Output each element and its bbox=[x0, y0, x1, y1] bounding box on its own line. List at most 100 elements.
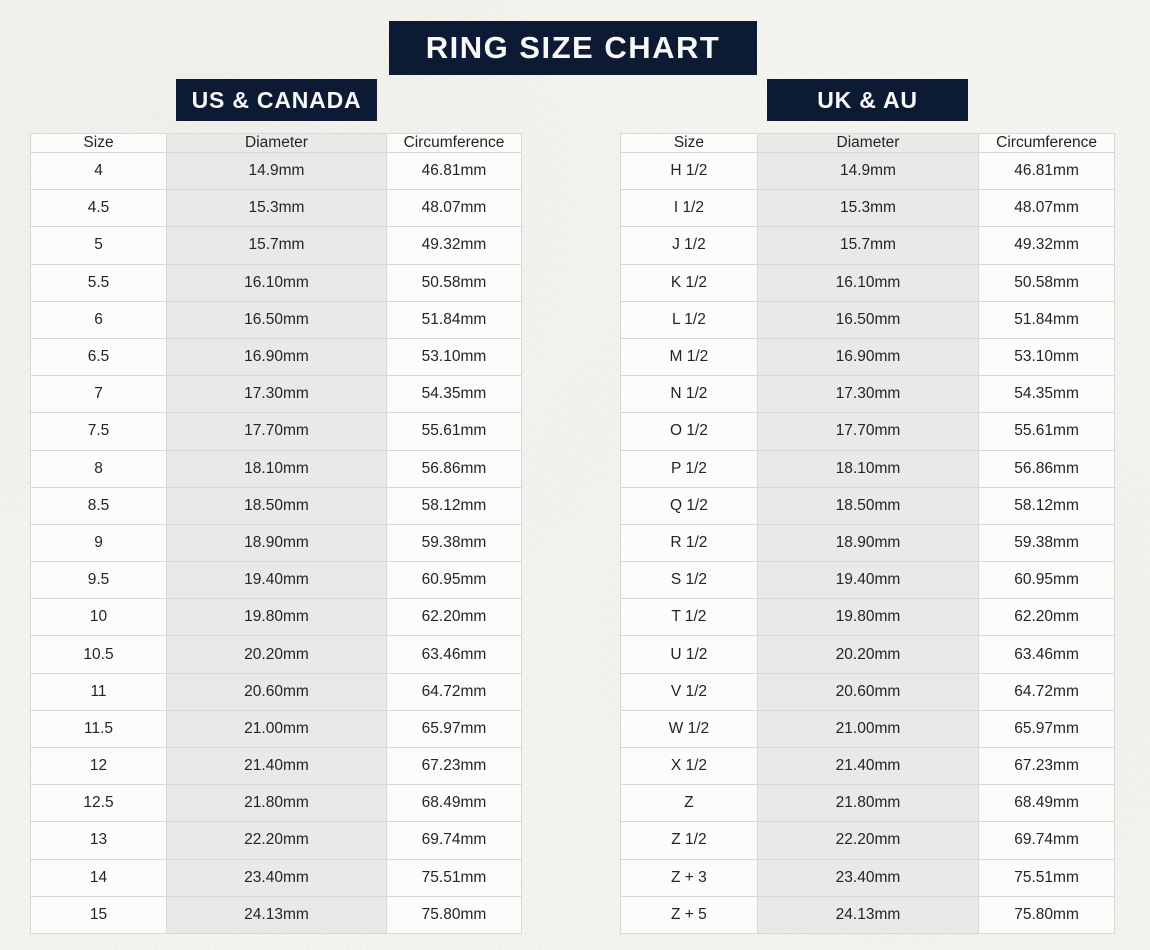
table-row: 7 17.30mm 54.35mm bbox=[30, 375, 523, 414]
diameter-cell: 24.13mm bbox=[756, 895, 980, 935]
page-title: RING SIZE CHART bbox=[425, 30, 721, 65]
diameter-cell: 21.80mm bbox=[166, 784, 387, 823]
diameter-cell: 17.70mm bbox=[166, 412, 387, 451]
circumference-cell: 68.49mm bbox=[978, 784, 1115, 823]
size-cell: U 1/2 bbox=[620, 635, 758, 674]
circumference-cell: 49.32mm bbox=[385, 226, 523, 265]
diameter-cell: 24.13mm bbox=[166, 895, 387, 935]
column-header-diameter: Diameter bbox=[756, 133, 980, 153]
size-cell: 12 bbox=[30, 746, 167, 786]
table-row: I 1/2 15.3mm 48.07mm bbox=[620, 189, 1115, 228]
diameter-cell: 20.20mm bbox=[166, 635, 387, 674]
diameter-cell: 22.20mm bbox=[756, 821, 980, 860]
diameter-cell: 16.90mm bbox=[166, 337, 387, 377]
size-cell: 7.5 bbox=[30, 412, 167, 451]
circumference-cell: 67.23mm bbox=[385, 746, 523, 786]
circumference-cell: 60.95mm bbox=[385, 561, 523, 600]
circumference-cell: 50.58mm bbox=[978, 263, 1115, 302]
circumference-cell: 62.20mm bbox=[385, 598, 523, 637]
table-row: V 1/2 20.60mm 64.72mm bbox=[620, 672, 1115, 711]
size-cell: M 1/2 bbox=[620, 337, 758, 377]
page-title-banner: RING SIZE CHART bbox=[389, 21, 757, 75]
circumference-cell: 69.74mm bbox=[978, 821, 1115, 860]
size-cell: N 1/2 bbox=[620, 375, 758, 414]
circumference-cell: 65.97mm bbox=[978, 709, 1115, 749]
diameter-cell: 23.40mm bbox=[756, 858, 980, 897]
table-row: 10.5 20.20mm 63.46mm bbox=[30, 635, 523, 674]
circumference-cell: 63.46mm bbox=[978, 635, 1115, 674]
region-banner-uk-au: UK & AU bbox=[767, 79, 968, 121]
diameter-cell: 18.10mm bbox=[756, 449, 980, 488]
circumference-cell: 46.81mm bbox=[978, 151, 1115, 191]
table-row: 6 16.50mm 51.84mm bbox=[30, 300, 523, 339]
table-row: K 1/2 16.10mm 50.58mm bbox=[620, 263, 1115, 302]
table-row: L 1/2 16.50mm 51.84mm bbox=[620, 300, 1115, 339]
size-cell: 8 bbox=[30, 449, 167, 488]
region-banner-us-canada-label: US & CANADA bbox=[191, 86, 362, 113]
table-row: Z 1/2 22.20mm 69.74mm bbox=[620, 821, 1115, 860]
diameter-cell: 20.20mm bbox=[756, 635, 980, 674]
size-cell: 10.5 bbox=[30, 635, 167, 674]
diameter-cell: 18.50mm bbox=[166, 486, 387, 525]
column-header-diameter: Diameter bbox=[166, 133, 387, 153]
size-cell: 5 bbox=[30, 226, 167, 265]
diameter-cell: 21.80mm bbox=[756, 784, 980, 823]
size-cell: L 1/2 bbox=[620, 300, 758, 339]
circumference-cell: 75.51mm bbox=[978, 858, 1115, 897]
table-row: 8.5 18.50mm 58.12mm bbox=[30, 486, 523, 525]
circumference-cell: 54.35mm bbox=[385, 375, 523, 414]
table-row: 4 14.9mm 46.81mm bbox=[30, 151, 523, 191]
diameter-cell: 16.50mm bbox=[756, 300, 980, 339]
diameter-cell: 19.40mm bbox=[166, 561, 387, 600]
size-cell: 15 bbox=[30, 895, 167, 935]
table-row: P 1/2 18.10mm 56.86mm bbox=[620, 449, 1115, 488]
size-cell: Z 1/2 bbox=[620, 821, 758, 860]
table-row: W 1/2 21.00mm 65.97mm bbox=[620, 709, 1115, 749]
size-cell: T 1/2 bbox=[620, 598, 758, 637]
table-row: 10 19.80mm 62.20mm bbox=[30, 598, 523, 637]
table-row: 9.5 19.40mm 60.95mm bbox=[30, 561, 523, 600]
size-cell: 10 bbox=[30, 598, 167, 637]
circumference-cell: 60.95mm bbox=[978, 561, 1115, 600]
circumference-cell: 53.10mm bbox=[978, 337, 1115, 377]
size-cell: W 1/2 bbox=[620, 709, 758, 749]
table-row: Z + 3 23.40mm 75.51mm bbox=[620, 858, 1115, 897]
circumference-cell: 69.74mm bbox=[385, 821, 523, 860]
column-header-circumference: Circumference bbox=[385, 133, 523, 153]
circumference-cell: 51.84mm bbox=[978, 300, 1115, 339]
diameter-cell: 21.40mm bbox=[166, 746, 387, 786]
table-row: M 1/2 16.90mm 53.10mm bbox=[620, 337, 1115, 377]
circumference-cell: 75.80mm bbox=[978, 895, 1115, 935]
circumference-cell: 53.10mm bbox=[385, 337, 523, 377]
size-cell: Z + 5 bbox=[620, 895, 758, 935]
circumference-cell: 58.12mm bbox=[385, 486, 523, 525]
diameter-cell: 16.90mm bbox=[756, 337, 980, 377]
size-cell: 6 bbox=[30, 300, 167, 339]
table-row: U 1/2 20.20mm 63.46mm bbox=[620, 635, 1115, 674]
table-row: N 1/2 17.30mm 54.35mm bbox=[620, 375, 1115, 414]
diameter-cell: 21.00mm bbox=[166, 709, 387, 749]
size-cell: Z + 3 bbox=[620, 858, 758, 897]
diameter-cell: 18.50mm bbox=[756, 486, 980, 525]
column-header-size: Size bbox=[620, 133, 758, 153]
size-cell: 4 bbox=[30, 151, 167, 191]
size-cell: 9.5 bbox=[30, 561, 167, 600]
table-row: 11.5 21.00mm 65.97mm bbox=[30, 709, 523, 749]
table-row: J 1/2 15.7mm 49.32mm bbox=[620, 226, 1115, 265]
circumference-cell: 55.61mm bbox=[978, 412, 1115, 451]
size-cell: Z bbox=[620, 784, 758, 823]
size-cell: H 1/2 bbox=[620, 151, 758, 191]
table-row: X 1/2 21.40mm 67.23mm bbox=[620, 746, 1115, 786]
region-banner-uk-au-label: UK & AU bbox=[817, 86, 918, 113]
region-banner-us-canada: US & CANADA bbox=[176, 79, 377, 121]
circumference-cell: 67.23mm bbox=[978, 746, 1115, 786]
size-cell: J 1/2 bbox=[620, 226, 758, 265]
circumference-cell: 50.58mm bbox=[385, 263, 523, 302]
size-table-uk-au: Size Diameter Circumference H 1/2 14.9mm 46.8… bbox=[620, 133, 1115, 935]
table-row: 13 22.20mm 69.74mm bbox=[30, 821, 523, 860]
column-header-circumference: Circumference bbox=[978, 133, 1115, 153]
column-header-size: Size bbox=[30, 133, 167, 153]
size-cell: S 1/2 bbox=[620, 561, 758, 600]
circumference-cell: 59.38mm bbox=[385, 523, 523, 563]
diameter-cell: 16.50mm bbox=[166, 300, 387, 339]
